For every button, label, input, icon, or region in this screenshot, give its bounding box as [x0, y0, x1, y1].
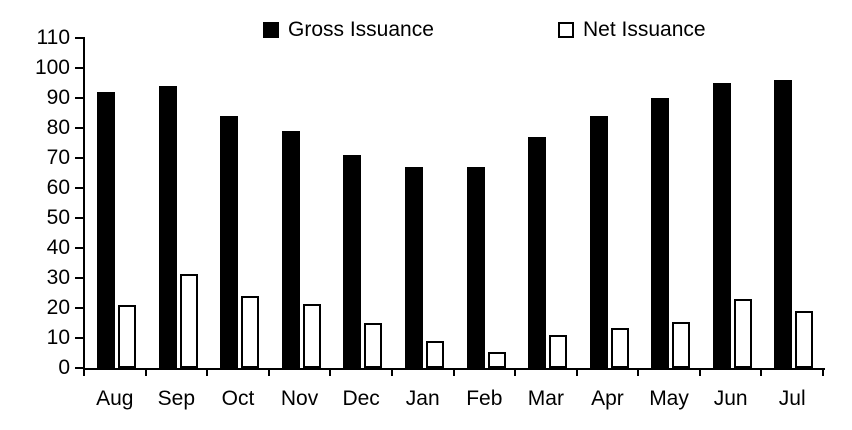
x-tick: [698, 368, 701, 376]
x-axis-label-jan: Jan: [405, 387, 440, 410]
gross-bar-mar: [528, 137, 547, 368]
x-axis-label-oct: Oct: [221, 387, 255, 410]
y-tick-label: 50: [46, 206, 70, 229]
y-tick: [75, 277, 84, 279]
x-axis-label-mar: Mar: [527, 387, 564, 410]
net-bar-may: [672, 321, 691, 368]
y-tick: [75, 307, 84, 309]
y-tick-label: 60: [46, 176, 70, 199]
net-bar-jun: [733, 299, 752, 368]
y-axis-line: [83, 37, 85, 370]
net-bar-sep: [179, 273, 198, 368]
y-tick-label: 100: [34, 56, 70, 79]
gross-bar-feb: [466, 167, 485, 368]
y-tick: [75, 367, 84, 369]
y-tick-label: 30: [46, 266, 70, 289]
y-tick-label: 20: [46, 296, 70, 319]
gross-bar-jul: [774, 80, 793, 368]
y-tick: [75, 247, 84, 249]
y-tick-label: 10: [46, 326, 70, 349]
x-tick: [390, 368, 393, 376]
y-tick: [75, 337, 84, 339]
y-tick: [75, 37, 84, 39]
y-tick-label: 80: [46, 116, 70, 139]
x-axis-label-feb: Feb: [466, 387, 503, 410]
net-bar-jan: [425, 341, 444, 368]
x-axis-label-aug: Aug: [96, 387, 134, 410]
gross-bar-oct: [220, 116, 239, 368]
y-tick: [75, 217, 84, 219]
y-tick: [75, 67, 84, 69]
x-axis-label-may: May: [649, 387, 689, 410]
x-axis-label-apr: Apr: [591, 387, 624, 410]
net-bar-feb: [487, 351, 506, 368]
gross-bar-aug: [97, 92, 115, 368]
x-tick: [267, 368, 270, 376]
x-tick: [206, 368, 209, 376]
y-tick-label: 110: [36, 26, 70, 49]
net-bar-oct: [241, 296, 260, 368]
net-bar-jul: [795, 311, 814, 368]
legend-label-gross-issuance: Gross Issuance: [288, 18, 434, 41]
net-bar-mar: [549, 335, 568, 368]
x-axis-label-dec: Dec: [342, 387, 380, 410]
net-bar-aug: [118, 305, 136, 368]
x-axis-label-sep: Sep: [157, 387, 196, 410]
legend: Gross Issuance Net Issuance: [0, 0, 852, 48]
x-tick: [575, 368, 578, 376]
x-tick: [822, 368, 824, 376]
y-tick: [75, 127, 84, 129]
x-tick: [329, 368, 332, 376]
gross-issuance-swatch-icon: [263, 22, 279, 38]
y-tick: [75, 187, 84, 189]
net-bar-apr: [610, 327, 629, 368]
y-tick: [75, 157, 84, 159]
gross-bar-apr: [589, 116, 608, 368]
x-tick: [760, 368, 763, 376]
y-tick-label: 0: [58, 356, 70, 379]
x-tick: [637, 368, 640, 376]
gross-bar-nov: [281, 131, 300, 368]
x-axis-label-jun: Jun: [713, 387, 748, 410]
y-tick-label: 40: [46, 236, 70, 259]
legend-item-gross-issuance: Gross Issuance: [263, 17, 434, 43]
legend-label-net-issuance: Net Issuance: [583, 18, 706, 41]
gross-bar-may: [651, 98, 670, 368]
gross-bar-jun: [712, 83, 731, 368]
x-tick: [514, 368, 517, 376]
net-issuance-swatch-icon: [558, 22, 574, 38]
y-tick: [75, 97, 84, 99]
net-bar-dec: [364, 323, 383, 368]
legend-item-net-issuance: Net Issuance: [558, 17, 706, 43]
y-tick-label: 70: [46, 146, 70, 169]
net-bar-nov: [302, 303, 321, 368]
x-tick: [452, 368, 455, 376]
x-tick: [144, 368, 147, 376]
x-axis-label-nov: Nov: [280, 387, 319, 410]
x-tick: [83, 368, 85, 376]
gross-bar-dec: [343, 155, 362, 368]
gross-bar-jan: [404, 167, 423, 368]
x-axis-label-jul: Jul: [778, 387, 806, 410]
y-tick-label: 90: [46, 86, 70, 109]
gross-bar-sep: [158, 86, 177, 368]
